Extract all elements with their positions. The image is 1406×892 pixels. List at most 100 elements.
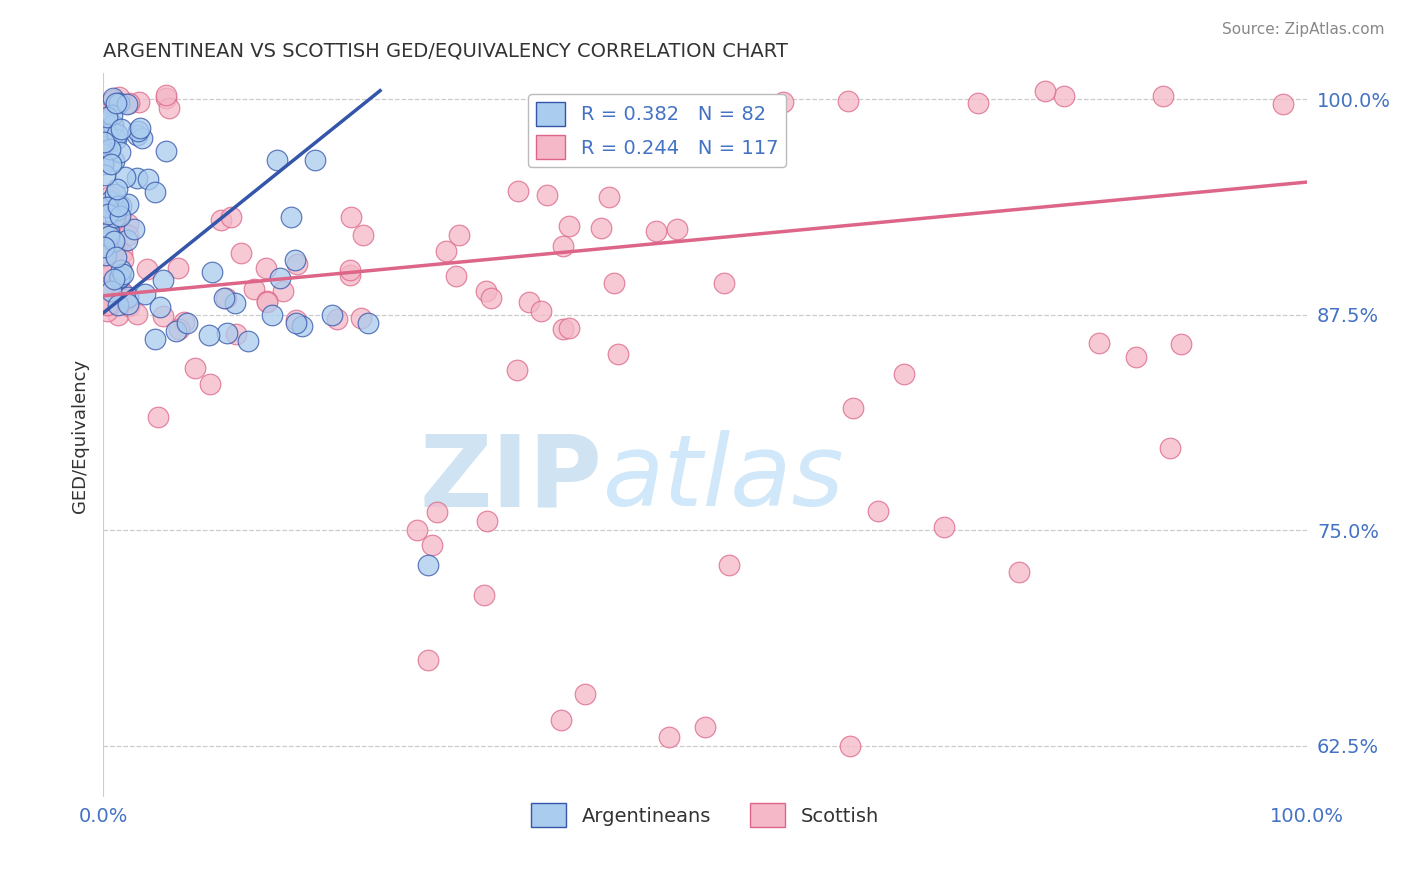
Point — [101, 94, 124, 108]
Point — [173, 315, 195, 329]
Point — [101, 118, 124, 132]
Point — [135, 262, 157, 277]
Point — [304, 153, 326, 167]
Point — [349, 310, 371, 325]
Point — [117, 290, 139, 304]
Point — [97, 207, 120, 221]
Point — [418, 652, 440, 666]
Point — [122, 222, 145, 236]
Point — [1053, 89, 1076, 103]
Point — [94, 116, 117, 130]
Point — [98, 225, 121, 239]
Point — [93, 135, 115, 149]
Point — [112, 252, 135, 267]
Point — [1008, 565, 1031, 579]
Point — [97, 224, 120, 238]
Point — [98, 229, 121, 244]
Point — [841, 401, 863, 415]
Point — [104, 186, 127, 201]
Point — [105, 96, 128, 111]
Point — [103, 153, 125, 168]
Point — [666, 221, 689, 235]
Point — [591, 220, 613, 235]
Y-axis label: GED/Equivalency: GED/Equivalency — [72, 359, 89, 513]
Point — [115, 96, 138, 111]
Point — [143, 185, 166, 199]
Point — [1271, 97, 1294, 112]
Text: atlas: atlas — [603, 431, 845, 527]
Point — [98, 142, 121, 156]
Text: ZIP: ZIP — [420, 431, 603, 527]
Point — [100, 157, 122, 171]
Point — [96, 303, 118, 318]
Point — [110, 263, 132, 277]
Point — [326, 312, 349, 326]
Point — [215, 291, 238, 305]
Point — [474, 285, 496, 299]
Point — [107, 199, 129, 213]
Point — [107, 298, 129, 312]
Point — [117, 227, 139, 242]
Point — [284, 313, 307, 327]
Point — [103, 271, 125, 285]
Point — [352, 228, 374, 243]
Point — [209, 212, 232, 227]
Point — [420, 538, 443, 552]
Point — [98, 189, 121, 203]
Point — [155, 87, 177, 102]
Point — [100, 268, 122, 282]
Point — [98, 297, 121, 311]
Point — [837, 94, 859, 108]
Point — [117, 233, 139, 247]
Point — [1088, 335, 1111, 350]
Point — [127, 171, 149, 186]
Text: ARGENTINEAN VS SCOTTISH GED/EQUIVALENCY CORRELATION CHART: ARGENTINEAN VS SCOTTISH GED/EQUIVALENCY … — [103, 42, 787, 61]
Point — [136, 172, 159, 186]
Point — [967, 96, 990, 111]
Point — [269, 270, 291, 285]
Point — [658, 730, 681, 744]
Point — [117, 217, 139, 231]
Point — [551, 238, 574, 252]
Point — [105, 202, 128, 217]
Point — [104, 132, 127, 146]
Point — [152, 309, 174, 323]
Point — [506, 363, 529, 377]
Point — [271, 284, 294, 298]
Point — [103, 91, 125, 105]
Point — [530, 304, 553, 318]
Point — [1033, 84, 1056, 98]
Point — [838, 739, 860, 753]
Point — [446, 268, 468, 283]
Point — [434, 244, 457, 259]
Point — [165, 324, 187, 338]
Point — [260, 308, 283, 322]
Point — [152, 273, 174, 287]
Point — [129, 120, 152, 135]
Point — [357, 317, 380, 331]
Point — [108, 271, 131, 285]
Point — [212, 291, 235, 305]
Point — [131, 131, 153, 145]
Point — [155, 91, 177, 105]
Point — [94, 168, 117, 182]
Point — [479, 291, 502, 305]
Point — [243, 282, 266, 296]
Point — [321, 308, 343, 322]
Point — [176, 317, 198, 331]
Point — [134, 287, 156, 301]
Point — [143, 332, 166, 346]
Point — [96, 298, 118, 312]
Point — [108, 90, 131, 104]
Point — [111, 285, 134, 300]
Point — [112, 268, 135, 282]
Point — [103, 210, 125, 224]
Point — [101, 108, 124, 122]
Point — [157, 101, 180, 115]
Point — [215, 326, 238, 340]
Point — [91, 257, 114, 271]
Point — [602, 276, 624, 290]
Point — [717, 558, 740, 572]
Point — [1159, 441, 1181, 455]
Point — [125, 128, 148, 142]
